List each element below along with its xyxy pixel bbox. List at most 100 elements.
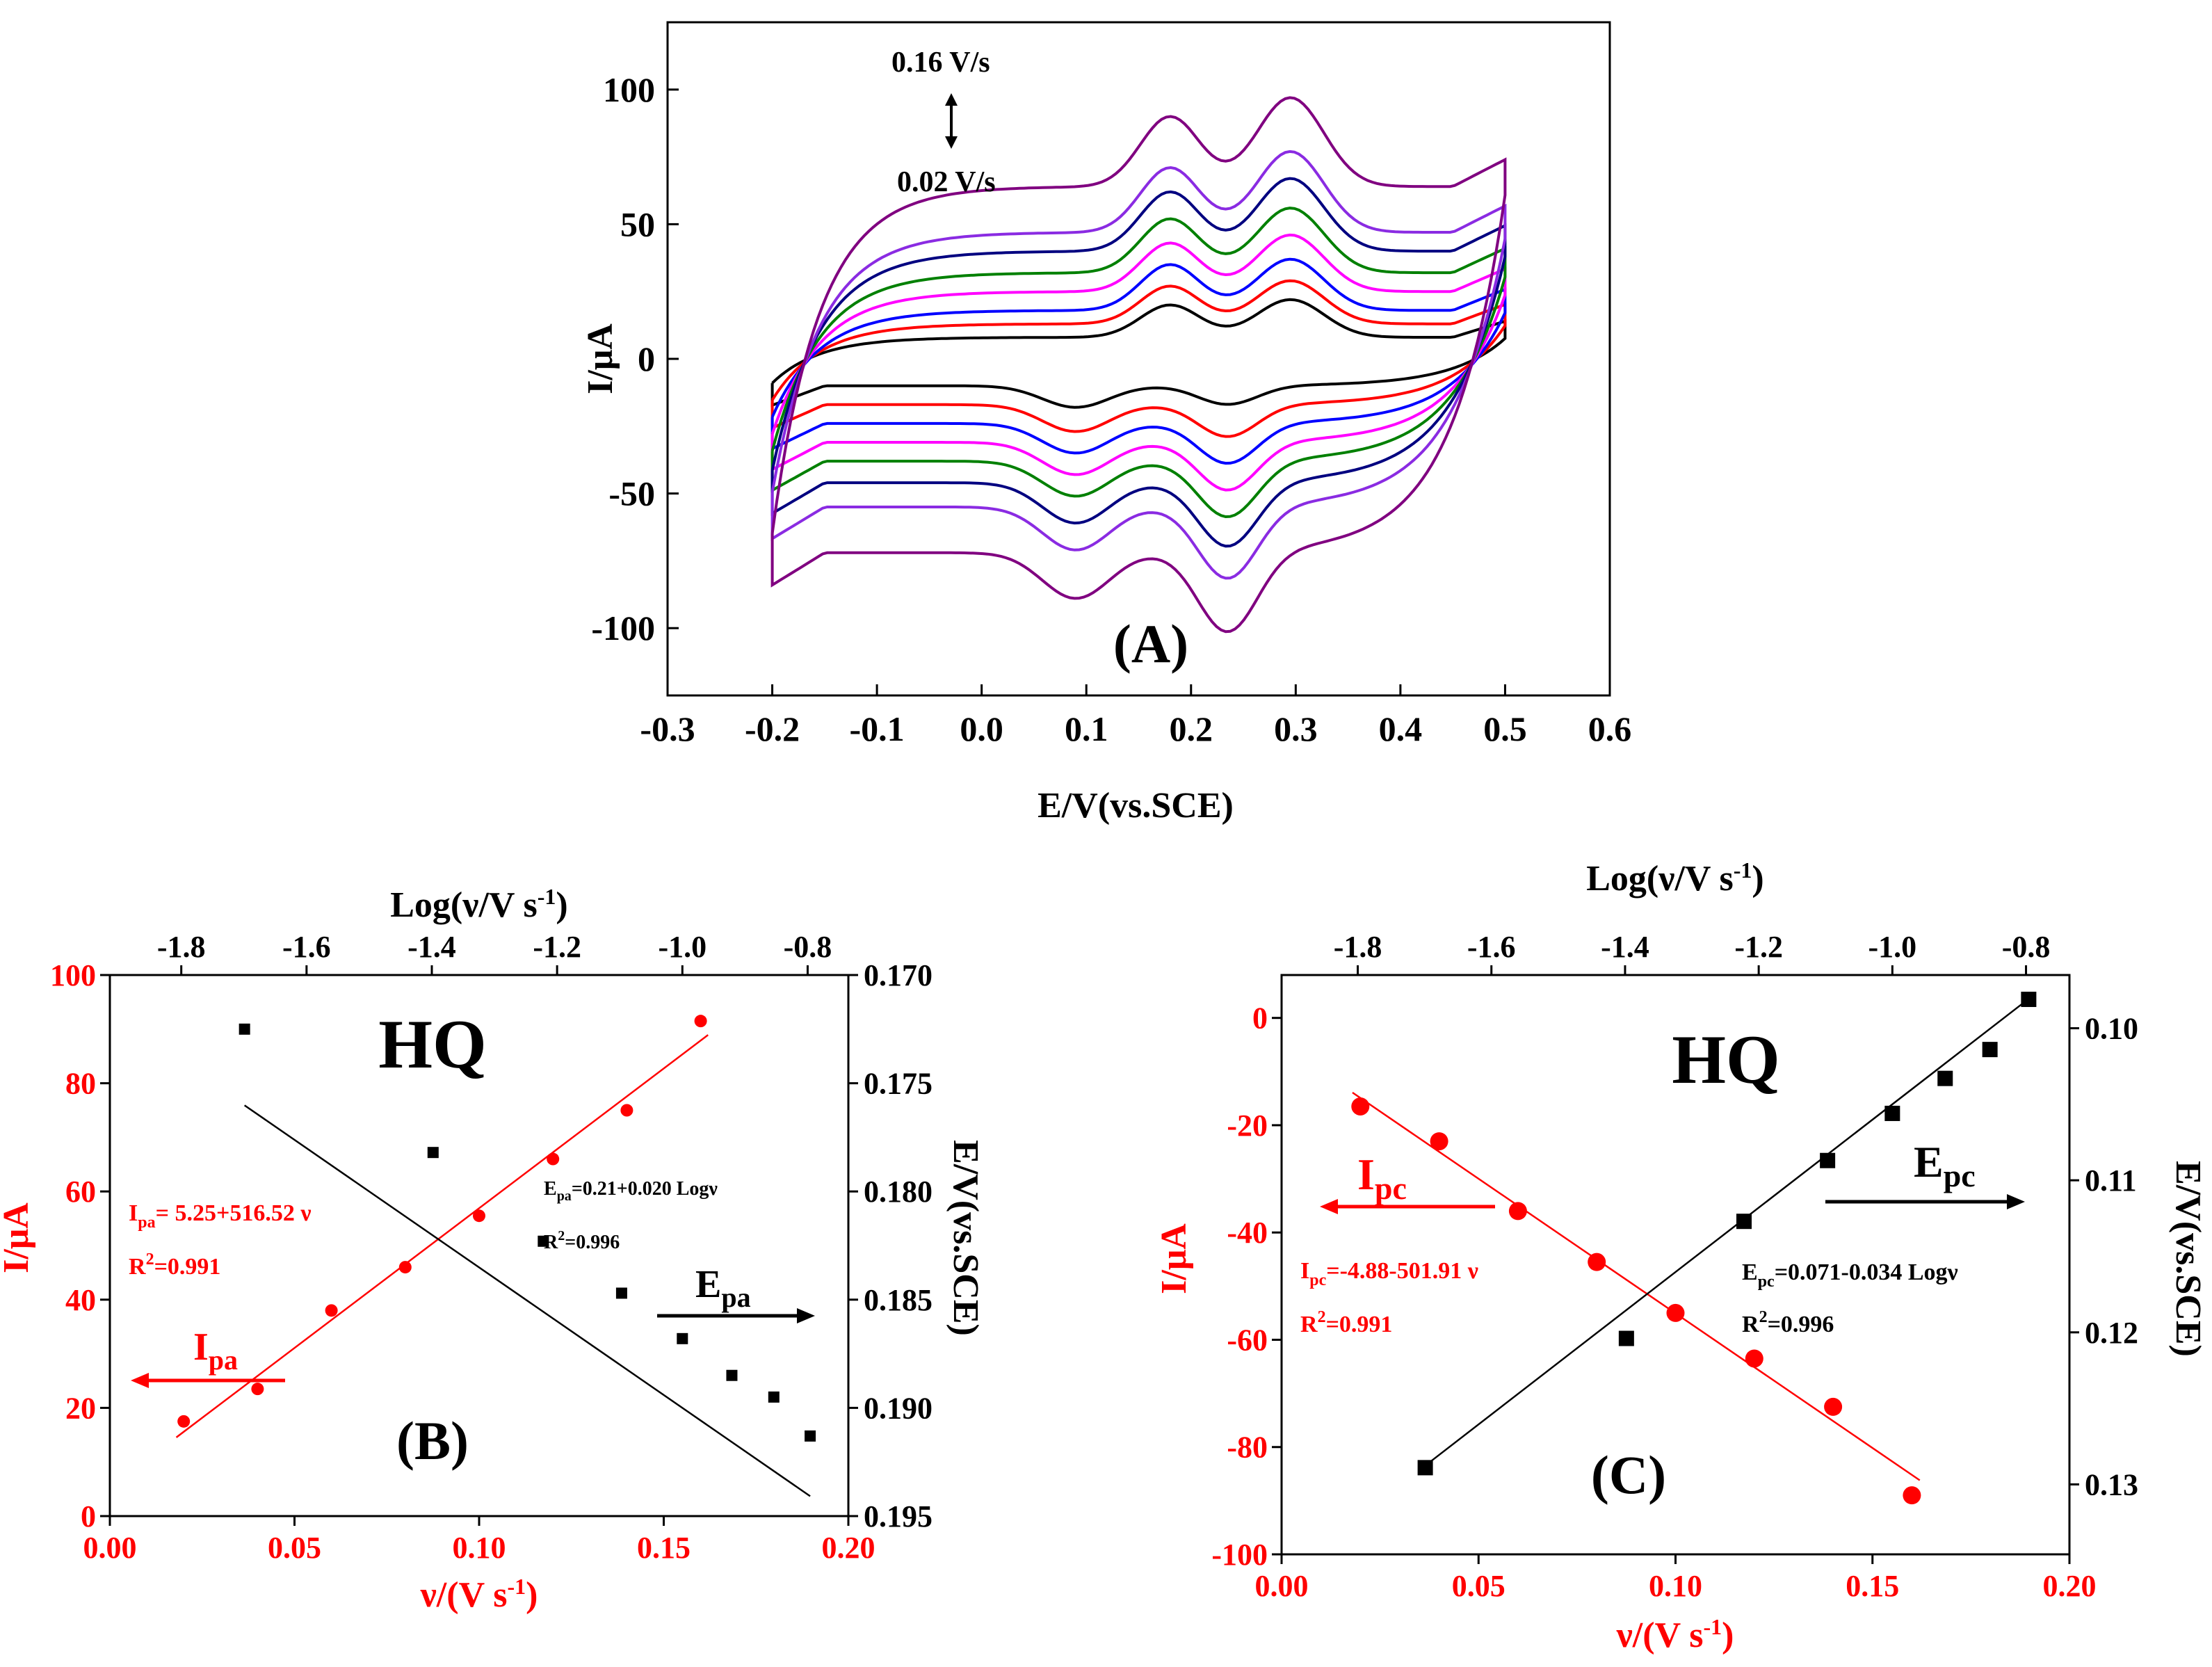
y-axis-label-c: I/μA <box>1154 1223 1194 1294</box>
y-tick-label: -20 <box>1227 1109 1268 1143</box>
data-point-potential <box>427 1147 439 1159</box>
data-point-current <box>620 1104 633 1117</box>
y-tick-label: -50 <box>608 474 655 513</box>
data-point-current <box>694 1015 707 1028</box>
arrow-left-icon <box>131 1373 285 1388</box>
y-tick-label: 100 <box>50 958 96 992</box>
arrow-left-icon <box>1320 1199 1495 1214</box>
x-tick-label: 0.0 <box>960 709 1003 748</box>
data-point-current <box>325 1304 338 1317</box>
y-tick-label: 100 <box>603 70 655 109</box>
data-point-potential <box>805 1430 816 1442</box>
cv-curve-010Vs <box>770 207 1507 519</box>
right-y-tick-label: 0.175 <box>864 1067 933 1101</box>
y-axis-label-b: I/μA <box>0 1202 36 1273</box>
top-x-tick-label: -1.6 <box>1467 930 1516 964</box>
panel-c: 0.00 0.05 0.10 0.15 0.20 0 -20 -40 -60 -80 -100 -1.… <box>1154 857 2208 1655</box>
top-x-tick-label: -1.8 <box>1334 930 1382 964</box>
data-point-potential <box>1820 1152 1836 1168</box>
right-y-tick-label: 0.190 <box>864 1391 933 1425</box>
y-tick-label: 0 <box>81 1499 96 1533</box>
top-x-tick-label: -1.4 <box>407 930 456 964</box>
panel-label-c: (C) <box>1591 1444 1666 1505</box>
fit-line-potential <box>1424 998 2030 1467</box>
right-y-tick-label: 0.180 <box>864 1175 933 1209</box>
x-tick-label: -0.3 <box>640 709 695 748</box>
right-y-tick-label: 0.12 <box>2085 1316 2138 1350</box>
y-tick-label: 80 <box>65 1067 96 1101</box>
data-point-current <box>1666 1303 1685 1322</box>
fit-line-potential <box>243 1104 811 1497</box>
fit-line-current <box>1352 1091 1921 1481</box>
top-x-tick-label: -0.8 <box>784 930 832 964</box>
data-point-potential <box>1736 1214 1752 1230</box>
y-tick-label: -100 <box>591 609 655 647</box>
x-tick-label: 0.1 <box>1065 709 1108 748</box>
cv-curve-012Vs <box>770 177 1507 548</box>
data-point-potential <box>2021 991 2037 1007</box>
equation-current-c: Ipc=-4.88-501.91 ν <box>1300 1258 1478 1289</box>
panel-b: 0.00 0.05 0.10 0.15 0.20 0 20 40 60 80 100 -1.8 -1.6… <box>0 884 985 1615</box>
data-point-potential <box>538 1235 549 1247</box>
data-point-potential <box>1417 1460 1433 1476</box>
data-point-current <box>1588 1253 1606 1271</box>
equation-potential-c: Epc=0.071-0.034 Logν <box>1742 1259 1958 1291</box>
top-x-tick-label: -1.2 <box>533 930 581 964</box>
fit-line-current <box>175 1034 709 1438</box>
y-tick-label: -60 <box>1227 1323 1268 1357</box>
panel-a: -0.3 -0.2 -0.1 0.0 0.1 0.2 0.3 0.4 0.5 0.6 -100 -5… <box>581 21 1631 826</box>
x-tick-label: 0.4 <box>1379 709 1423 748</box>
panel-label-a: (A) <box>1113 613 1188 674</box>
top-x-tick-label: -1.0 <box>658 930 707 964</box>
x-tick-label: 0.15 <box>637 1531 691 1565</box>
data-point-current <box>1430 1132 1448 1151</box>
right-y-tick-label: 0.11 <box>2085 1163 2137 1198</box>
y-tick-label: -80 <box>1227 1431 1268 1465</box>
y-axis-ticks-a: -100 -50 0 50 100 <box>591 70 679 647</box>
r2-potential-c: R2=0.996 <box>1742 1308 1834 1337</box>
right-y-tick-label: 0.195 <box>864 1499 933 1533</box>
cv-curve-002Vs <box>770 298 1507 409</box>
scan-rate-annotation-bottom: 0.02 V/s <box>897 166 996 198</box>
x-tick-label: 0.05 <box>1452 1569 1505 1603</box>
y-tick-label: 0 <box>1252 1001 1268 1036</box>
equation-current-b: Ipa= 5.25+516.52 ν <box>129 1200 312 1232</box>
r2-potential-b: R2=0.996 <box>544 1228 620 1253</box>
top-x-axis-label-c: Log(ν/V s-1) <box>1586 857 1764 899</box>
y-tick-label: -40 <box>1227 1216 1268 1250</box>
right-y-tick-label: 0.10 <box>2085 1012 2138 1046</box>
data-point-current <box>547 1152 560 1166</box>
data-point-current <box>251 1383 264 1396</box>
data-point-current <box>177 1415 191 1428</box>
data-point-potential <box>677 1332 688 1344</box>
right-y-tick-label: 0.185 <box>864 1283 933 1317</box>
top-x-tick-label: -1.0 <box>1868 930 1917 964</box>
data-point-current <box>1508 1202 1527 1221</box>
cv-curve-004Vs <box>770 279 1507 438</box>
top-x-tick-label: -1.6 <box>282 930 331 964</box>
data-point-potential <box>615 1287 627 1299</box>
scan-rate-annotation-top: 0.16 V/s <box>891 47 990 79</box>
panel-label-b: (B) <box>396 1410 469 1471</box>
right-y-axis-label-c: E/V(vs.SCE) <box>2168 1161 2208 1357</box>
y-tick-label: 0 <box>638 339 655 378</box>
data-marks-b <box>175 1015 816 1497</box>
cv-curve-006Vs <box>770 257 1507 465</box>
x-tick-label: 0.00 <box>1255 1569 1309 1603</box>
x-tick-label: 0.3 <box>1274 709 1318 748</box>
data-point-current <box>1824 1397 1843 1416</box>
compound-label-b: HQ <box>378 1006 487 1083</box>
equation-potential-b: Epa=0.21+0.020 Logν <box>544 1178 718 1204</box>
data-point-current <box>1745 1349 1763 1368</box>
arrow-label-epa: Epa <box>695 1263 751 1313</box>
data-point-potential <box>1982 1042 1998 1058</box>
data-point-current <box>1903 1486 1921 1505</box>
y-axis-label-a: I/μA <box>581 323 620 394</box>
right-y-tick-label: 0.13 <box>2085 1467 2138 1501</box>
data-point-potential <box>239 1023 250 1035</box>
r2-current-c: R2=0.991 <box>1300 1308 1392 1337</box>
cv-curve-008Vs <box>770 233 1507 492</box>
right-y-axis-label-b: E/V(vs.SCE) <box>946 1140 985 1336</box>
x-tick-label: 0.10 <box>1649 1569 1702 1603</box>
